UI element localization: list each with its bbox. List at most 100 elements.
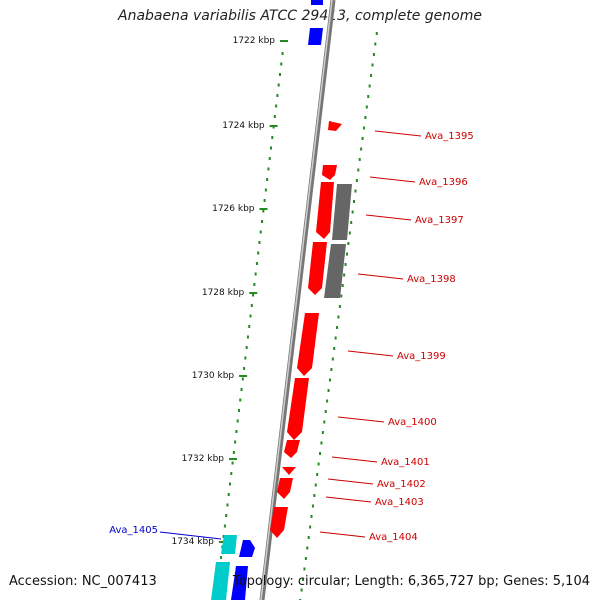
scale-dot: [237, 409, 240, 412]
scale-tick-label: 1732 kbp: [182, 454, 225, 464]
track-dot: [355, 179, 358, 182]
track-dot: [368, 84, 371, 88]
scale-tick-label: 1722 kbp: [233, 36, 276, 46]
scale-dot: [229, 482, 232, 486]
scale-dot: [254, 272, 257, 276]
gene-ava-1405: [221, 535, 237, 554]
track-dot: [306, 546, 309, 550]
track-dot: [351, 210, 354, 214]
scale-dot: [248, 325, 251, 328]
track-dot: [334, 336, 337, 340]
track-dot: [337, 315, 340, 319]
track-dot: [341, 284, 344, 287]
track-dot: [340, 294, 343, 298]
scale-dot: [276, 94, 279, 97]
track-dot: [364, 116, 367, 119]
scale-dot: [246, 335, 249, 339]
scale-tick-labels: 1722 kbp 1724 kbp 1726 kbp 1728 kbp 1730 kbp…: [171, 36, 288, 547]
gene-label-ava-1397: Ava_1397: [415, 215, 464, 226]
scale-dot: [227, 493, 230, 496]
gene-pseudo-1397: [332, 184, 352, 240]
gene-ava-1402: [282, 467, 296, 475]
scale-dot: [220, 556, 223, 559]
scale-dot: [273, 115, 276, 118]
scale-dot: [268, 157, 271, 160]
track-dot: [314, 483, 317, 487]
scale-dot: [258, 241, 261, 244]
track-dot: [327, 389, 330, 392]
gene-leader-line: [374, 130, 422, 137]
scale-dot: [240, 388, 243, 391]
track-dot: [375, 32, 378, 35]
scale-tick: [280, 40, 288, 42]
gene-ava-1396: [322, 165, 337, 180]
scale-dot: [270, 146, 273, 150]
gene-leader-line: [327, 478, 374, 485]
gene-reverse-partial: [311, 0, 323, 5]
track-dot: [333, 347, 336, 350]
scale-dot: [236, 419, 239, 423]
track-dot: [371, 63, 374, 67]
track-dot: [304, 557, 307, 560]
gene-label-ava-1405: Ava_1405: [109, 525, 158, 536]
track-dot: [307, 536, 310, 539]
gene-label-ava-1402: Ava_1402: [377, 479, 426, 490]
gene-leader-line: [159, 531, 222, 540]
track-dot: [344, 263, 347, 266]
gene-leader-line: [369, 176, 416, 183]
gene-ava-1397: [316, 182, 334, 239]
gene-leader-line: [325, 496, 372, 503]
scale-tick: [249, 292, 258, 294]
scale-dot: [244, 356, 247, 360]
track-dot: [316, 473, 319, 476]
scale-dot: [252, 293, 255, 297]
track-dot: [326, 399, 329, 403]
track-dot: [357, 168, 360, 172]
gene-leader-line: [331, 456, 378, 463]
scale-dot: [277, 83, 280, 87]
track-dot: [360, 147, 363, 151]
track-dot: [338, 305, 341, 308]
gene-label-ava-1401: Ava_1401: [381, 457, 430, 468]
track-dot: [374, 42, 377, 46]
track-dot: [358, 158, 361, 161]
gene-reverse-partial: [308, 28, 323, 45]
scale-dot: [226, 503, 229, 507]
track-dot: [321, 431, 324, 434]
track-dot: [350, 221, 353, 224]
scale-dot: [271, 136, 274, 139]
track-dot: [365, 105, 368, 109]
track-dot: [328, 378, 331, 382]
gene-ava-1404: [270, 507, 288, 538]
track-dot: [353, 200, 356, 203]
gene-labels: Ava_1395 Ava_1396 Ava_1397 Ava_1398 Ava_1399…: [109, 130, 474, 543]
gene-ava-1395: [328, 121, 342, 131]
track-dot: [309, 525, 312, 529]
track-dot: [303, 567, 306, 571]
gene-label-ava-1404: Ava_1404: [369, 532, 418, 543]
track-dot: [317, 462, 320, 466]
scale-dot: [234, 440, 237, 444]
scale-dot: [257, 251, 260, 255]
scale-tick: [239, 375, 248, 377]
track-dot: [323, 420, 326, 424]
scale-dot: [261, 220, 264, 223]
track-dot: [362, 126, 365, 130]
gene-ava-1398: [308, 242, 327, 295]
gene-leader-line: [365, 214, 412, 221]
gene-pseudo-1398: [324, 244, 346, 298]
gene-features: [211, 0, 352, 600]
scale-dot: [243, 367, 246, 370]
track-dot: [302, 578, 305, 581]
scale-dot: [263, 199, 266, 202]
scale-dot: [249, 314, 252, 318]
scale-dot: [232, 451, 235, 454]
track-dot: [319, 452, 322, 455]
track-dot: [345, 252, 348, 256]
track-dot: [347, 242, 350, 245]
track-dot: [311, 504, 314, 508]
scale-dot: [255, 262, 258, 265]
track-dot: [320, 441, 323, 445]
track-dot: [370, 74, 373, 77]
